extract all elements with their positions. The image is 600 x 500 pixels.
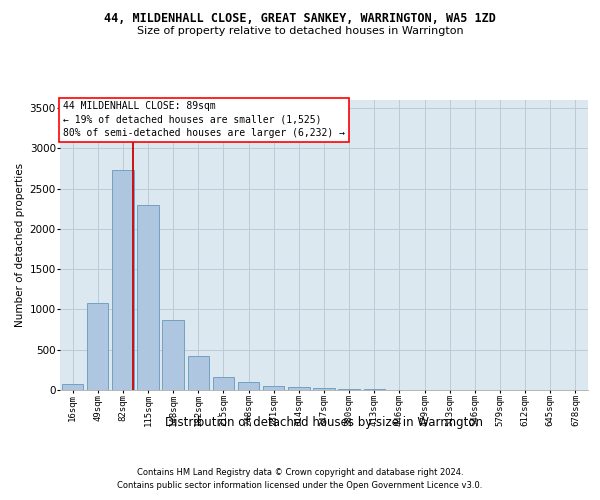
Bar: [263, 386, 284, 390]
Bar: [238, 382, 259, 390]
Bar: [213, 377, 234, 390]
Text: Size of property relative to detached houses in Warrington: Size of property relative to detached ho…: [137, 26, 463, 36]
Text: 44, MILDENHALL CLOSE, GREAT SANKEY, WARRINGTON, WA5 1ZD: 44, MILDENHALL CLOSE, GREAT SANKEY, WARR…: [104, 12, 496, 26]
Bar: [112, 170, 134, 390]
Text: Contains HM Land Registry data © Crown copyright and database right 2024.: Contains HM Land Registry data © Crown c…: [137, 468, 463, 477]
Text: Contains public sector information licensed under the Open Government Licence v3: Contains public sector information licen…: [118, 482, 482, 490]
Y-axis label: Number of detached properties: Number of detached properties: [16, 163, 25, 327]
Bar: [87, 304, 109, 390]
Bar: [62, 384, 83, 390]
Bar: [313, 388, 335, 390]
Bar: [163, 320, 184, 390]
Text: 44 MILDENHALL CLOSE: 89sqm
← 19% of detached houses are smaller (1,525)
80% of s: 44 MILDENHALL CLOSE: 89sqm ← 19% of deta…: [62, 102, 344, 138]
Bar: [188, 356, 209, 390]
Bar: [288, 387, 310, 390]
Bar: [338, 389, 360, 390]
Text: Distribution of detached houses by size in Warrington: Distribution of detached houses by size …: [165, 416, 483, 429]
Bar: [137, 204, 158, 390]
